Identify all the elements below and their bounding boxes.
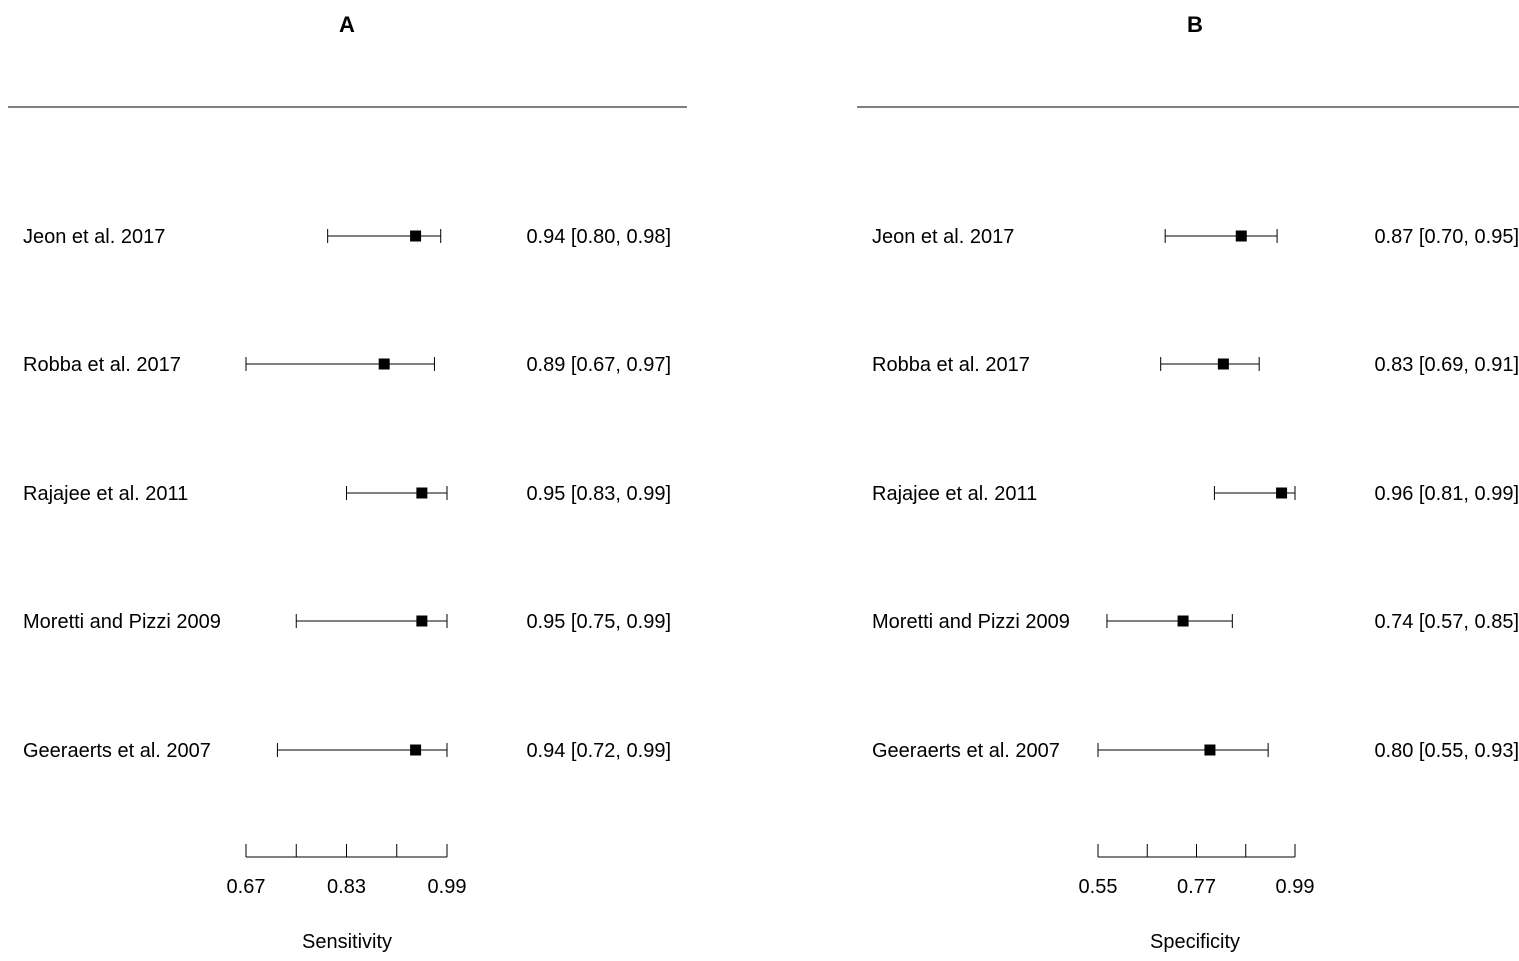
panel-a-point-estimate <box>410 744 422 756</box>
panel-b-tick-label: 0.99 <box>1276 876 1315 898</box>
panel-b-study-row: Rajajee et al. 2011 0.96 [0.81, 0.99] <box>872 483 1519 505</box>
panel-b-study-label: Rajajee et al. 2011 <box>872 483 1037 505</box>
panel-b-x-axis-title: Specificity <box>1150 931 1240 953</box>
panel-a-study-label: Jeon et al. 2017 <box>23 226 165 248</box>
panel-b-study-label: Moretti and Pizzi 2009 <box>872 611 1070 633</box>
panel-b-study-label: Jeon et al. 2017 <box>872 226 1014 248</box>
panel-a-estimate-ci-text: 0.89 [0.67, 0.97] <box>526 354 671 376</box>
panel-a-estimate-ci-text: 0.95 [0.75, 0.99] <box>526 611 671 633</box>
panel-b-estimate-ci-text: 0.80 [0.55, 0.93] <box>1374 740 1519 762</box>
panel-a-estimate-ci-text: 0.95 [0.83, 0.99] <box>526 483 671 505</box>
panel-b-study-label: Robba et al. 2017 <box>872 354 1030 376</box>
panel-a-study-row: Jeon et al. 2017 0.94 [0.80, 0.98] <box>23 226 671 248</box>
panel-a-label: A <box>339 12 355 37</box>
panel-a-tick-label: 0.83 <box>327 876 366 898</box>
panel-b-estimate-ci-text: 0.83 [0.69, 0.91] <box>1374 354 1519 376</box>
panel-b-rows: Jeon et al. 2017 0.87 [0.70, 0.95] Robba e… <box>872 226 1519 762</box>
panel-b-estimate-ci-text: 0.74 [0.57, 0.85] <box>1374 611 1519 633</box>
panel-b-point-estimate <box>1217 358 1229 370</box>
panel-a-study-row: Rajajee et al. 2011 0.95 [0.83, 0.99] <box>23 483 671 505</box>
panel-b-study-row: Jeon et al. 2017 0.87 [0.70, 0.95] <box>872 226 1519 248</box>
panel-a-estimate-ci-text: 0.94 [0.80, 0.98] <box>526 226 671 248</box>
panel-a-point-estimate <box>416 615 428 627</box>
panel-a-study-label: Moretti and Pizzi 2009 <box>23 611 221 633</box>
panel-b-study-row: Moretti and Pizzi 2009 0.74 [0.57, 0.85] <box>872 611 1519 633</box>
panel-b-point-estimate <box>1177 615 1189 627</box>
panel-b-study-row: Geeraerts et al. 2007 0.80 [0.55, 0.93] <box>872 740 1519 762</box>
panel-a-point-estimate <box>416 487 428 499</box>
panel-a-study-label: Robba et al. 2017 <box>23 354 181 376</box>
panel-b-estimate-ci-text: 0.87 [0.70, 0.95] <box>1374 226 1519 248</box>
panel-b-x-axis: 0.55 0.77 0.99 <box>1079 844 1315 898</box>
panel-a-tick-label: 0.67 <box>227 876 266 898</box>
panel-b-label: B <box>1187 12 1203 37</box>
panel-a-study-row: Moretti and Pizzi 2009 0.95 [0.75, 0.99] <box>23 611 671 633</box>
panel-a-study-row: Robba et al. 2017 0.89 [0.67, 0.97] <box>23 354 671 376</box>
panel-a-point-estimate <box>410 230 422 242</box>
panel-a-estimate-ci-text: 0.94 [0.72, 0.99] <box>526 740 671 762</box>
panel-a-study-label: Geeraerts et al. 2007 <box>23 740 211 762</box>
panel-a-study-row: Geeraerts et al. 2007 0.94 [0.72, 0.99] <box>23 740 671 762</box>
panel-b-point-estimate <box>1235 230 1247 242</box>
panel-a-point-estimate <box>378 358 390 370</box>
panel-b-estimate-ci-text: 0.96 [0.81, 0.99] <box>1374 483 1519 505</box>
panel-b-tick-label: 0.77 <box>1177 876 1216 898</box>
panel-a-study-label: Rajajee et al. 2011 <box>23 483 188 505</box>
panel-a-rows: Jeon et al. 2017 0.94 [0.80, 0.98] Robba e… <box>23 226 671 762</box>
panel-a-tick-label: 0.99 <box>428 876 467 898</box>
panel-b-study-row: Robba et al. 2017 0.83 [0.69, 0.91] <box>872 354 1519 376</box>
panel-b-specificity: B Jeon et al. 2017 0.87 [0.70, 0.95] Robba… <box>857 12 1519 953</box>
panel-b-tick-label: 0.55 <box>1079 876 1118 898</box>
panel-b-study-label: Geeraerts et al. 2007 <box>872 740 1060 762</box>
panel-a-x-axis: 0.67 0.83 0.99 <box>227 844 467 898</box>
panel-b-point-estimate <box>1276 487 1288 499</box>
panel-a-sensitivity: A Jeon et al. 2017 0.94 [0.80, 0.98] Robba… <box>8 12 687 953</box>
panel-a-x-axis-title: Sensitivity <box>302 931 392 953</box>
panel-b-point-estimate <box>1204 744 1216 756</box>
